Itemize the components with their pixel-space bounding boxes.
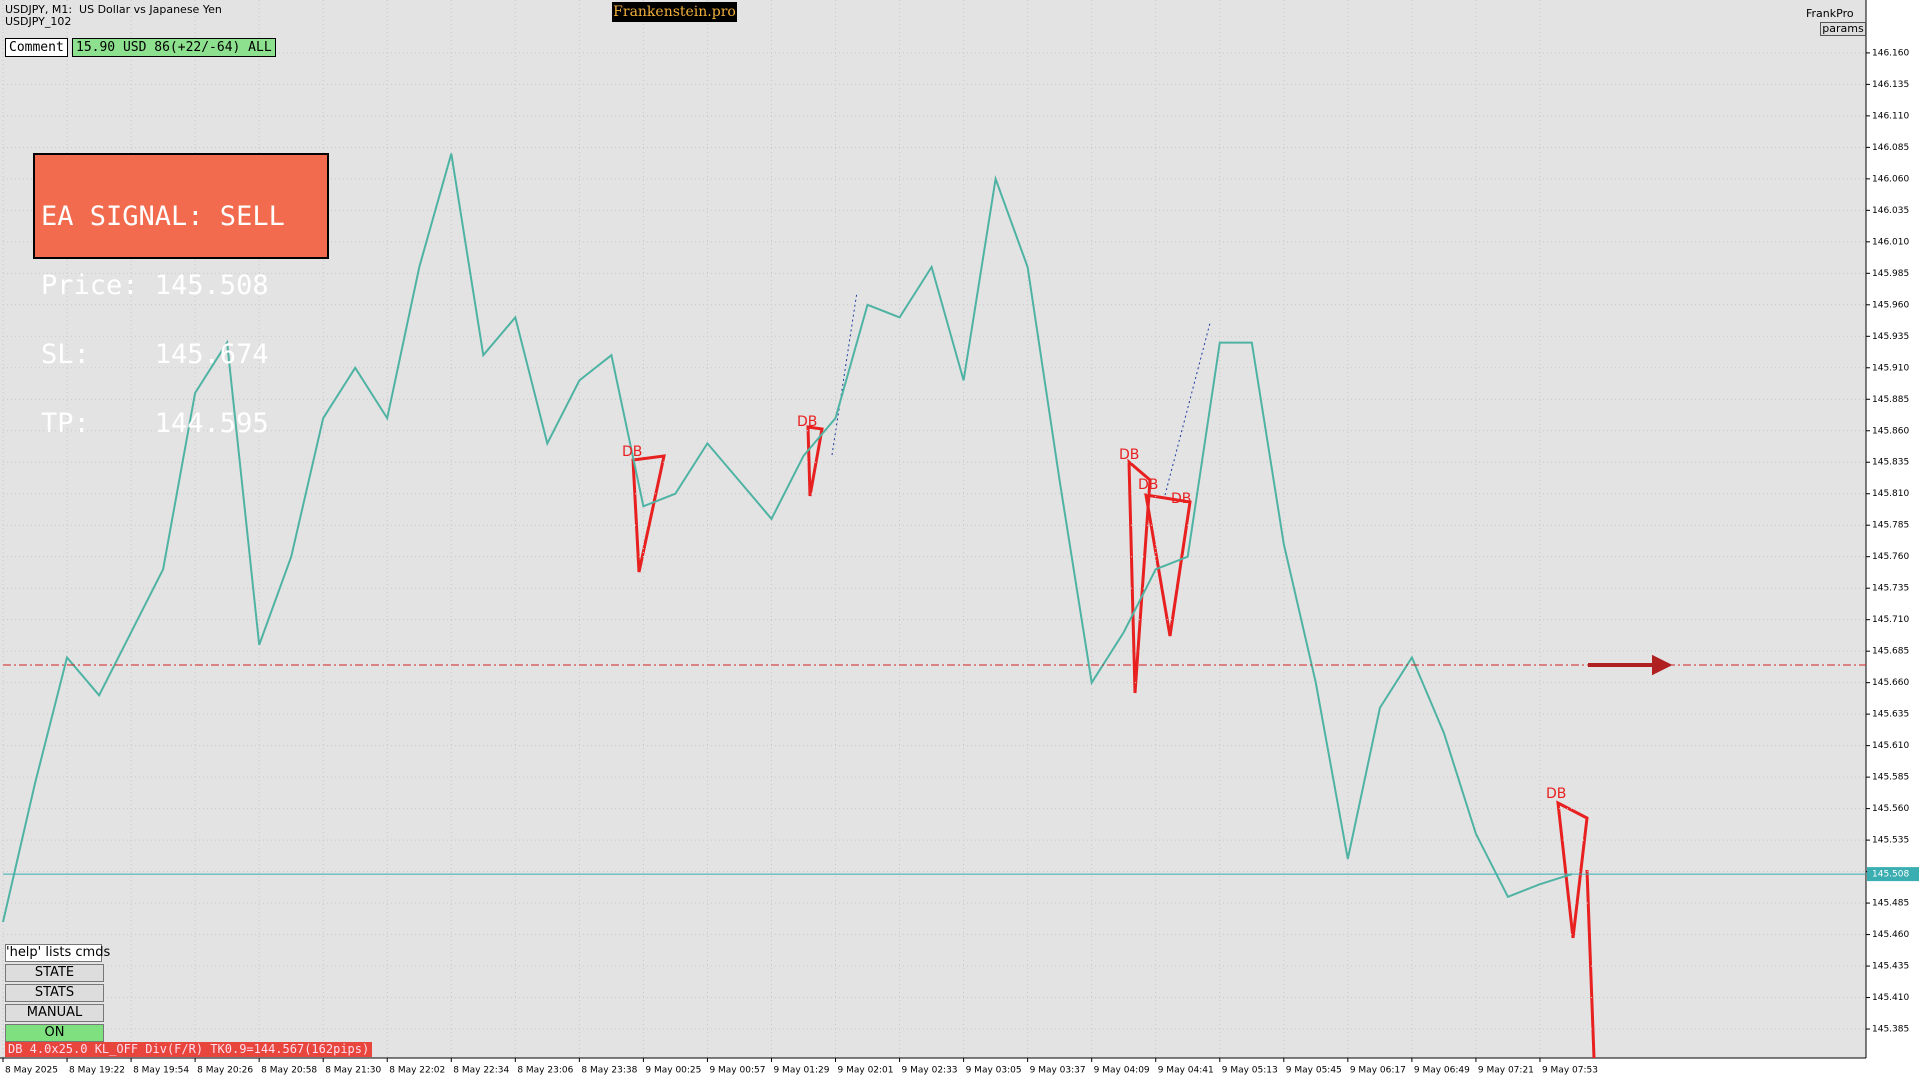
x-tick-label: 8 May 20:26 bbox=[197, 1066, 253, 1076]
y-tick-label: 145.535 bbox=[1872, 836, 1909, 846]
y-tick-label: 146.085 bbox=[1872, 143, 1909, 153]
user-label: FrankPro bbox=[1806, 7, 1854, 20]
time-axis bbox=[0, 1058, 1920, 1080]
comment-value: 15.90 USD 86(+22/-64) ALL bbox=[72, 38, 276, 57]
pattern-label: DB bbox=[1171, 491, 1192, 507]
params-button[interactable]: params bbox=[1820, 22, 1866, 36]
price-line bbox=[2, 153, 1573, 923]
pattern-label: DB bbox=[797, 414, 818, 430]
x-tick-label: 9 May 02:01 bbox=[838, 1066, 894, 1076]
signal-line: EA SIGNAL: SELL bbox=[41, 201, 285, 232]
price-tag bbox=[1867, 867, 1919, 882]
brand-label: Frankenstein.pro bbox=[612, 2, 737, 22]
signal-line: SL: 145.674 bbox=[41, 339, 269, 370]
x-tick-label: 8 May 22:34 bbox=[453, 1066, 509, 1076]
y-tick-label: 145.910 bbox=[1872, 363, 1909, 373]
sl-arrow bbox=[1588, 654, 1673, 676]
y-tick-label: 145.385 bbox=[1872, 1025, 1909, 1035]
x-tick-label: 8 May 19:54 bbox=[133, 1066, 189, 1076]
x-tick-label: 9 May 03:05 bbox=[966, 1066, 1022, 1076]
x-tick-label: 9 May 04:09 bbox=[1094, 1066, 1150, 1076]
y-tick-label: 145.660 bbox=[1872, 678, 1909, 688]
status-bar: DB 4.0x25.0 KL_OFF Div(F/R) TK0.9=144.56… bbox=[5, 1042, 373, 1057]
comment-label: Comment bbox=[5, 38, 68, 57]
signal-line bbox=[1585, 869, 1596, 1059]
pattern-label: DB bbox=[1138, 477, 1159, 493]
x-tick-label: 9 May 00:57 bbox=[709, 1066, 765, 1076]
y-tick-label: 145.835 bbox=[1872, 458, 1909, 468]
help-label: 'help' lists cmds bbox=[5, 944, 111, 962]
x-tick-label: 9 May 00:25 bbox=[645, 1066, 701, 1076]
y-tick-label: 145.985 bbox=[1872, 269, 1909, 279]
x-tick-label: 8 May 22:02 bbox=[389, 1066, 445, 1076]
y-tick-label: 145.885 bbox=[1872, 395, 1909, 405]
pattern-triangle bbox=[1556, 800, 1589, 939]
manual-button[interactable]: MANUAL bbox=[5, 1004, 104, 1022]
y-tick-label: 145.635 bbox=[1872, 710, 1909, 720]
signal-panel: EA SIGNAL: SELL Price: 145.508 SL: 145.6… bbox=[33, 153, 329, 437]
x-tick-label: 8 May 2025 bbox=[5, 1066, 58, 1076]
pattern-triangle bbox=[1144, 493, 1192, 637]
stats-button[interactable]: STATS bbox=[5, 984, 104, 1002]
x-tick-label: 8 May 23:06 bbox=[517, 1066, 573, 1076]
y-tick-label: 145.735 bbox=[1872, 584, 1909, 594]
y-tick-label: 145.560 bbox=[1872, 804, 1909, 814]
x-tick-label: 9 May 05:45 bbox=[1286, 1066, 1342, 1076]
x-tick-label: 8 May 19:22 bbox=[69, 1066, 125, 1076]
y-tick-label: 146.010 bbox=[1872, 237, 1909, 247]
y-tick-label: 145.760 bbox=[1872, 552, 1909, 562]
x-tick-label: 9 May 05:13 bbox=[1222, 1066, 1278, 1076]
x-tick-label: 9 May 02:33 bbox=[902, 1066, 958, 1076]
pattern-label: DB bbox=[1119, 447, 1140, 463]
signal-line: Price: 145.508 bbox=[41, 270, 269, 301]
y-tick-label: 146.160 bbox=[1872, 48, 1909, 58]
pattern-label: DB bbox=[1546, 786, 1567, 802]
y-tick-label: 145.410 bbox=[1872, 993, 1909, 1003]
y-tick-label: 145.435 bbox=[1872, 962, 1909, 972]
x-tick-label: 9 May 07:53 bbox=[1542, 1066, 1598, 1076]
y-tick-label: 145.960 bbox=[1872, 300, 1909, 310]
price-tag-label: 145.508 bbox=[1872, 870, 1909, 880]
account-label: USDJPY_102 bbox=[5, 15, 72, 28]
y-tick-label: 145.485 bbox=[1872, 899, 1909, 909]
signal-line: TP: 144.595 bbox=[41, 408, 269, 439]
y-tick-label: 145.785 bbox=[1872, 521, 1909, 531]
x-tick-label: 9 May 06:49 bbox=[1414, 1066, 1470, 1076]
pattern-label: DB bbox=[622, 444, 643, 460]
y-tick-label: 145.685 bbox=[1872, 647, 1909, 657]
y-tick-label: 145.460 bbox=[1872, 930, 1909, 940]
x-tick-label: 9 May 04:41 bbox=[1158, 1066, 1214, 1076]
price-axis bbox=[1866, 0, 1920, 1080]
y-tick-label: 145.860 bbox=[1872, 426, 1909, 436]
state-button[interactable]: STATE bbox=[5, 964, 104, 982]
y-tick-label: 145.710 bbox=[1872, 615, 1909, 625]
y-tick-label: 146.035 bbox=[1872, 206, 1909, 216]
x-tick-label: 9 May 07:21 bbox=[1478, 1066, 1534, 1076]
y-tick-label: 146.135 bbox=[1872, 80, 1909, 90]
x-tick-label: 8 May 23:38 bbox=[581, 1066, 637, 1076]
x-tick-label: 8 May 20:58 bbox=[261, 1066, 317, 1076]
x-tick-label: 9 May 06:17 bbox=[1350, 1066, 1406, 1076]
y-tick-label: 146.110 bbox=[1872, 111, 1909, 121]
pattern-triangle bbox=[631, 454, 666, 573]
y-tick-label: 145.935 bbox=[1872, 332, 1909, 342]
x-tick-label: 9 May 01:29 bbox=[773, 1066, 829, 1076]
y-tick-label: 145.610 bbox=[1872, 741, 1909, 751]
x-tick-label: 9 May 03:37 bbox=[1030, 1066, 1086, 1076]
y-tick-label: 145.810 bbox=[1872, 489, 1909, 499]
symbol-title: USDJPY, M1: US Dollar vs Japanese Yen bbox=[5, 3, 222, 16]
x-tick-label: 8 May 21:30 bbox=[325, 1066, 381, 1076]
pattern-triangle bbox=[1127, 458, 1152, 694]
y-tick-label: 145.585 bbox=[1872, 773, 1909, 783]
on-button[interactable]: ON bbox=[5, 1024, 104, 1042]
y-tick-label: 146.060 bbox=[1872, 174, 1909, 184]
